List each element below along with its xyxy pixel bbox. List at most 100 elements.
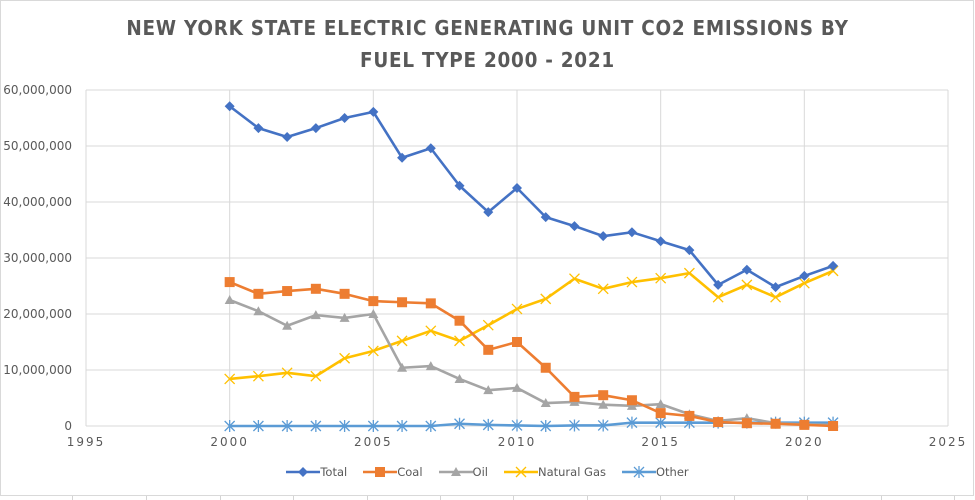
point-natural-gas — [798, 277, 810, 289]
point-other — [655, 416, 667, 429]
point-coal — [282, 286, 293, 297]
legend-label: Natural Gas — [537, 465, 606, 479]
point-total — [569, 221, 580, 232]
line-coal — [229, 280, 834, 428]
point-other — [339, 420, 351, 432]
y-tick-label: 20,000,000 — [3, 307, 72, 321]
x-tick-label: 1995 — [67, 435, 106, 449]
point-oil — [282, 320, 293, 330]
spreadsheet-column-line — [367, 496, 368, 500]
point-total — [741, 264, 752, 275]
point-oil — [224, 295, 235, 304]
point-total — [684, 245, 695, 256]
point-other — [224, 420, 236, 432]
x-tick-label: 2025 — [929, 435, 968, 449]
point-coal — [397, 297, 408, 308]
y-tick-label: 0 — [64, 419, 72, 433]
legend-item-total: Total — [286, 465, 347, 479]
point-oil — [626, 400, 637, 410]
point-other — [367, 420, 379, 432]
point-total — [397, 152, 408, 163]
point-total — [799, 270, 810, 281]
series-oil — [224, 295, 839, 429]
point-total — [310, 123, 321, 134]
point-natural-gas — [339, 352, 351, 364]
chart-title-line-1: NEW YORK STATE ELECTRIC GENERATING UNIT … — [126, 16, 849, 40]
point-total — [828, 260, 839, 271]
point-natural-gas — [770, 291, 782, 303]
point-total — [454, 180, 465, 191]
spreadsheet-column-line — [146, 496, 147, 500]
y-tick-label: 50,000,000 — [3, 139, 72, 153]
point-natural-gas — [597, 283, 609, 295]
line-total — [228, 105, 834, 289]
gridlines — [85, 89, 949, 427]
spreadsheet-column-line — [660, 496, 661, 500]
legend-marker — [375, 467, 386, 477]
point-other — [252, 420, 264, 432]
y-tick-label: 40,000,000 — [3, 195, 72, 209]
line-natural-gas — [229, 269, 834, 381]
spreadsheet-column-line — [807, 496, 808, 500]
y-tick-label: 30,000,000 — [3, 251, 72, 265]
legend-marker — [515, 466, 527, 478]
spreadsheet-column-line — [881, 496, 882, 500]
point-natural-gas — [511, 303, 523, 315]
point-total — [540, 212, 551, 223]
point-oil — [310, 310, 321, 320]
spreadsheet-gridlines — [0, 496, 975, 500]
point-coal — [253, 288, 264, 299]
point-coal — [483, 344, 494, 355]
point-total — [713, 279, 724, 290]
point-other — [425, 420, 437, 432]
point-oil — [598, 399, 609, 409]
legend-triangle-icon — [438, 467, 473, 476]
series-natural-gas — [224, 265, 839, 385]
point-natural-gas — [252, 370, 264, 382]
point-natural-gas — [482, 319, 494, 331]
point-total — [770, 282, 781, 293]
x-tick-label: 2015 — [641, 435, 680, 449]
point-coal — [224, 277, 235, 288]
point-total — [368, 106, 379, 117]
point-total — [655, 236, 666, 247]
point-natural-gas — [655, 272, 667, 284]
point-other — [511, 419, 523, 432]
series-lines — [224, 101, 839, 432]
point-coal — [770, 418, 781, 429]
legend-star-icon — [622, 466, 656, 478]
point-natural-gas — [224, 373, 236, 385]
legend-item-natural-gas: Natural Gas — [503, 465, 606, 479]
point-coal — [454, 315, 465, 326]
legend-marker — [633, 466, 645, 478]
point-total — [598, 231, 609, 242]
point-natural-gas — [569, 273, 580, 285]
y-tick-label: 10,000,000 — [3, 363, 72, 377]
point-natural-gas — [683, 267, 695, 279]
y-tick-label: 60,000,000 — [3, 83, 72, 97]
chart-title-line-2: FUEL TYPE 2000 - 2021 — [360, 48, 615, 72]
point-other — [569, 419, 580, 432]
spreadsheet-column-line — [587, 496, 588, 500]
point-coal — [569, 391, 580, 402]
point-coal — [626, 395, 637, 406]
point-oil — [454, 373, 465, 383]
legend-label: Oil — [472, 465, 488, 479]
point-coal — [540, 362, 551, 373]
line-oil — [229, 298, 834, 427]
point-natural-gas — [367, 345, 379, 357]
point-total — [483, 207, 494, 218]
legend-label: Other — [656, 465, 689, 479]
point-other — [454, 417, 465, 430]
point-other — [626, 416, 638, 429]
chart-title: NEW YORK STATE ELECTRIC GENERATING UNIT … — [39, 12, 936, 76]
point-total — [282, 132, 293, 143]
spreadsheet-column-line — [72, 496, 73, 500]
series-coal — [224, 277, 839, 431]
point-oil — [368, 309, 379, 318]
point-oil — [655, 399, 666, 409]
point-coal — [310, 283, 321, 294]
point-oil — [253, 306, 264, 316]
